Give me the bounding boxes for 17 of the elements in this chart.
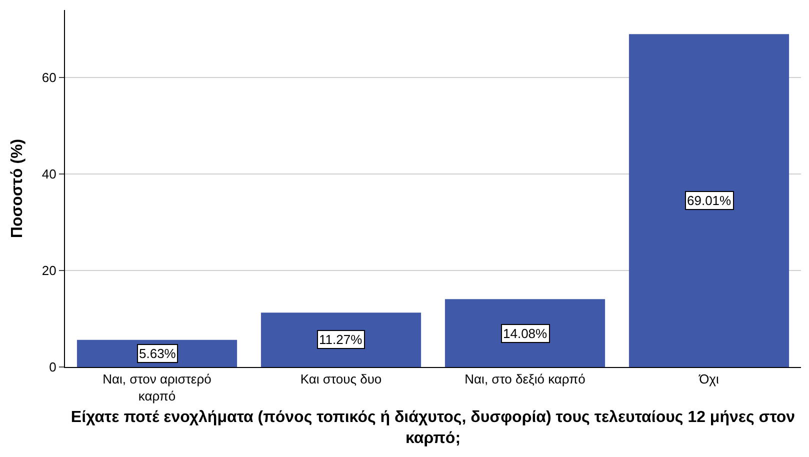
y-tick-label: 40 — [42, 166, 56, 182]
y-tick-label: 0 — [49, 360, 56, 375]
x-tick-label: Και στους δυο — [300, 372, 382, 387]
bar — [260, 312, 422, 367]
x-tick-label: Ναι, στο δεξιό καρπό — [464, 372, 586, 387]
bar — [444, 299, 606, 367]
data-label: 5.63% — [139, 346, 176, 361]
data-label: 11.27% — [319, 332, 363, 347]
x-tick-label: Ναι, στον αριστερό καρπό — [102, 372, 212, 404]
y-tick-label: 20 — [42, 263, 56, 278]
x-axis-title: Είχατε ποτέ ενοχλήματα (πόνος τοπικός ή διάχυτος, δυσφορία) τους τελευταίους 12 μήνες στον καρπό; — [70, 409, 796, 447]
x-tick-label: Όχι — [698, 372, 719, 387]
y-tick-label: 60 — [42, 70, 56, 86]
data-label: 69.01% — [687, 193, 732, 208]
y-axis-title: Ποσοστό (%) — [8, 138, 26, 238]
bar — [628, 34, 790, 367]
data-label: 14.08% — [503, 326, 548, 341]
